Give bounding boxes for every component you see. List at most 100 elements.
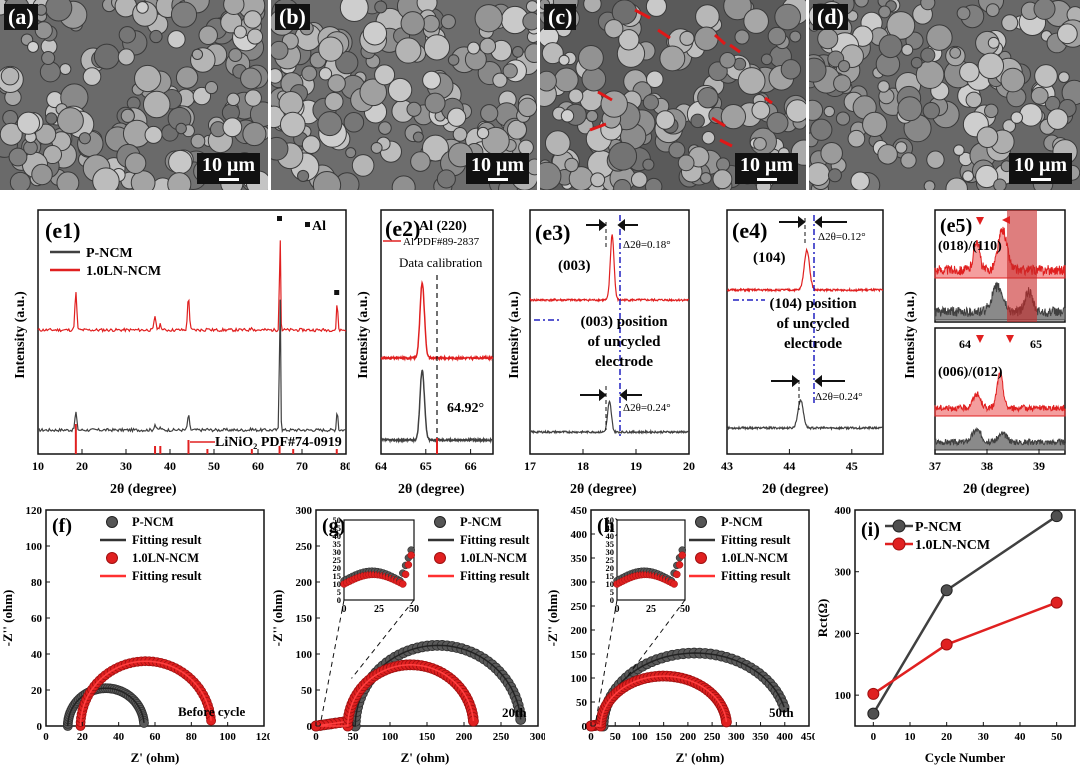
particle bbox=[668, 141, 686, 159]
tick-label: 30 bbox=[606, 547, 615, 557]
particle bbox=[695, 4, 720, 29]
particle bbox=[877, 144, 898, 165]
tick-label: 38 bbox=[981, 459, 993, 473]
x-axis-label: Z' (ohm) bbox=[676, 750, 725, 765]
particle bbox=[694, 26, 719, 51]
particle bbox=[124, 152, 147, 174]
tick-label: 40 bbox=[606, 531, 615, 541]
reference-lines bbox=[74, 424, 338, 454]
particle bbox=[190, 133, 206, 149]
position-label-2: of uncycled bbox=[777, 316, 851, 332]
particle bbox=[987, 36, 1000, 49]
tick-label: 20 bbox=[941, 731, 953, 743]
particle bbox=[244, 89, 262, 107]
legend-label: P-NCM bbox=[132, 515, 174, 529]
legend-ln-ncm: 1.0LN-NCM bbox=[86, 264, 161, 279]
particle bbox=[827, 168, 842, 183]
series-ln-ncm-top bbox=[934, 226, 1066, 279]
particle bbox=[1030, 86, 1049, 105]
peak-label: (104) bbox=[753, 250, 786, 266]
x-axis-label-e4: 2θ (degree) bbox=[762, 482, 829, 497]
inset-tick-65: 65 bbox=[1030, 337, 1042, 351]
particle bbox=[583, 0, 602, 14]
particle bbox=[247, 28, 264, 45]
particle bbox=[279, 111, 306, 138]
particle bbox=[568, 88, 584, 104]
particle bbox=[175, 66, 199, 89]
particle bbox=[920, 47, 936, 63]
tick-label: 25 bbox=[374, 604, 384, 615]
tick-label: 10 bbox=[32, 459, 44, 473]
particle bbox=[59, 63, 72, 76]
x-axis-label-e2: 2θ (degree) bbox=[398, 482, 465, 497]
series-p-ncm bbox=[529, 399, 690, 435]
particle bbox=[677, 154, 695, 172]
particle bbox=[926, 150, 945, 169]
tick-label: 120 bbox=[26, 505, 43, 517]
x-ticks: 10 20 30 40 50 60 70 80 bbox=[32, 449, 350, 473]
particle bbox=[956, 6, 971, 21]
sem-image-d: (d) 10 μm bbox=[809, 0, 1080, 190]
peak-label: (003) bbox=[558, 258, 591, 274]
tick-label: 200 bbox=[296, 577, 313, 589]
panel-label: (e1) bbox=[45, 218, 80, 243]
tick-label: 45 bbox=[846, 459, 858, 473]
sem-texture bbox=[0, 0, 268, 190]
tick-label: 450 bbox=[571, 505, 588, 517]
tick-label: 100 bbox=[571, 673, 588, 685]
inset-point bbox=[404, 561, 413, 569]
inset-guide bbox=[594, 599, 618, 727]
legend: P-NCM Fitting result 1.0LN-NCM Fitting resu… bbox=[100, 515, 202, 583]
inset-point bbox=[399, 580, 407, 588]
particle bbox=[16, 111, 41, 135]
particle bbox=[586, 109, 599, 123]
particle bbox=[820, 141, 843, 165]
scale-label: 10 μm bbox=[1014, 154, 1067, 176]
sem-image-b: (b) 10 μm bbox=[271, 0, 537, 190]
data-point bbox=[940, 638, 953, 651]
particle bbox=[297, 169, 310, 183]
particle bbox=[351, 154, 375, 177]
particle bbox=[327, 74, 346, 93]
series-p-ncm-top bbox=[934, 281, 1066, 321]
tick-label: 50 bbox=[348, 731, 360, 743]
particle bbox=[312, 171, 342, 190]
particle bbox=[945, 177, 968, 190]
panel-label: (i) bbox=[861, 519, 880, 541]
tick-label: 10 bbox=[905, 731, 917, 743]
particle bbox=[926, 24, 953, 51]
legend-symbol bbox=[434, 552, 446, 564]
tick-label: 19 bbox=[630, 459, 642, 473]
tick-label: 20 bbox=[31, 685, 43, 697]
tick-label: 35 bbox=[333, 539, 342, 549]
particle bbox=[959, 61, 980, 83]
tick-label: 20 bbox=[333, 563, 342, 573]
particle bbox=[436, 169, 456, 189]
particle bbox=[886, 11, 916, 40]
particle-field bbox=[0, 0, 268, 190]
particle bbox=[719, 52, 736, 69]
particle bbox=[447, 107, 467, 127]
particle bbox=[447, 54, 460, 66]
tick-label: 50 bbox=[409, 604, 419, 615]
tick-label: 0 bbox=[43, 731, 49, 743]
position-label-3: electrode bbox=[784, 336, 842, 352]
particle bbox=[809, 162, 831, 186]
particle bbox=[993, 178, 1007, 190]
x-axis-label-e3: 2θ (degree) bbox=[570, 482, 637, 497]
particle bbox=[541, 42, 564, 65]
tick-label: 200 bbox=[680, 731, 697, 743]
tick-label: 400 bbox=[777, 731, 794, 743]
particle bbox=[339, 0, 369, 23]
particle bbox=[789, 30, 802, 43]
particle bbox=[613, 179, 632, 190]
tick-label: 20 bbox=[77, 731, 89, 743]
fit-line bbox=[315, 644, 522, 727]
particle bbox=[343, 111, 365, 133]
tick-label: 40 bbox=[113, 731, 125, 743]
tick-label: 30 bbox=[978, 731, 990, 743]
tick-label: 45 bbox=[333, 523, 342, 533]
position-label-3: electrode bbox=[595, 354, 653, 370]
particle bbox=[278, 90, 304, 116]
panel-label: (h) bbox=[597, 515, 621, 537]
